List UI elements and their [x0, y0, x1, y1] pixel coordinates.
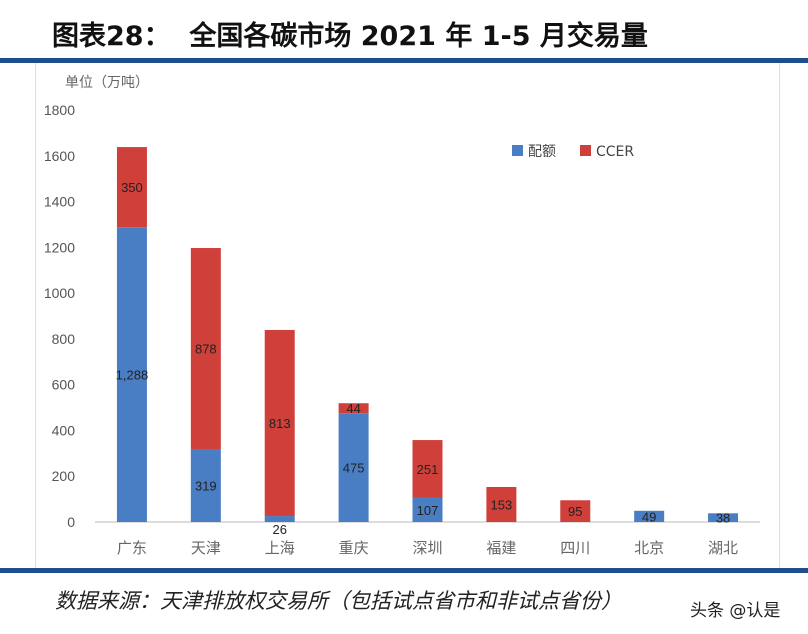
y-tick-label: 800	[52, 331, 76, 347]
bar-配额	[412, 497, 443, 522]
bottom-divider	[0, 568, 808, 573]
chart-frame	[35, 63, 780, 568]
data-label: 107	[417, 503, 439, 518]
bar-CCER	[412, 440, 443, 498]
data-label: 319	[195, 478, 217, 493]
y-tick-label: 400	[52, 422, 76, 438]
data-label: 49	[642, 509, 656, 524]
data-label: 95	[568, 504, 582, 519]
data-label: 153	[491, 497, 513, 512]
data-label: 1,288	[116, 368, 149, 383]
data-source-note: 数据来源：天津排放权交易所（包括试点省市和非试点省份）	[55, 589, 622, 613]
x-tick-label: 四川	[560, 539, 590, 557]
bar-CCER	[338, 403, 369, 414]
legend-swatch	[512, 145, 523, 156]
bar-CCER	[116, 147, 147, 228]
data-label: 878	[195, 342, 217, 357]
data-label: 38	[716, 511, 730, 526]
legend-swatch	[580, 145, 591, 156]
bar-配额	[708, 513, 739, 522]
x-tick-label: 重庆	[339, 539, 369, 557]
legend-label: 配额	[528, 144, 556, 160]
x-tick-label: 广东	[117, 539, 147, 557]
watermark: 头条 @认是	[690, 601, 781, 621]
bar-CCER	[560, 500, 591, 522]
legend-label: CCER	[596, 144, 634, 160]
figure-title: 图表28： 全国各碳市场 2021 年 1-5 月交易量	[52, 21, 648, 52]
data-label: 251	[417, 462, 439, 477]
y-tick-label: 1800	[44, 102, 75, 118]
bar-配额	[634, 510, 665, 522]
x-tick-label: 深圳	[412, 539, 442, 557]
x-tick-label: 湖北	[708, 539, 738, 557]
top-divider	[0, 58, 808, 63]
bar-配额	[338, 413, 369, 522]
y-axis-unit-label: 单位（万吨）	[65, 75, 149, 91]
bar-配额	[264, 516, 295, 522]
y-tick-label: 1000	[44, 285, 75, 301]
y-tick-label: 1200	[44, 239, 75, 255]
bar-CCER	[264, 329, 295, 517]
bar-CCER	[190, 248, 221, 449]
x-tick-label: 北京	[634, 539, 664, 557]
bar-CCER	[486, 486, 517, 522]
y-tick-label: 200	[52, 468, 76, 484]
x-tick-label: 天津	[191, 539, 221, 557]
x-tick-label: 上海	[265, 539, 295, 557]
x-tick-label: 福建	[486, 539, 516, 557]
bar-配额	[116, 227, 147, 523]
y-tick-label: 600	[52, 377, 76, 393]
y-tick-label: 1600	[44, 148, 75, 164]
data-label: 350	[121, 180, 143, 195]
data-label: 813	[269, 416, 291, 431]
bar-配额	[190, 448, 221, 522]
y-tick-label: 0	[67, 514, 75, 530]
data-label: 44	[346, 401, 360, 416]
data-label: 475	[343, 461, 365, 476]
y-tick-label: 1400	[44, 194, 75, 210]
data-label: 26	[272, 522, 286, 537]
